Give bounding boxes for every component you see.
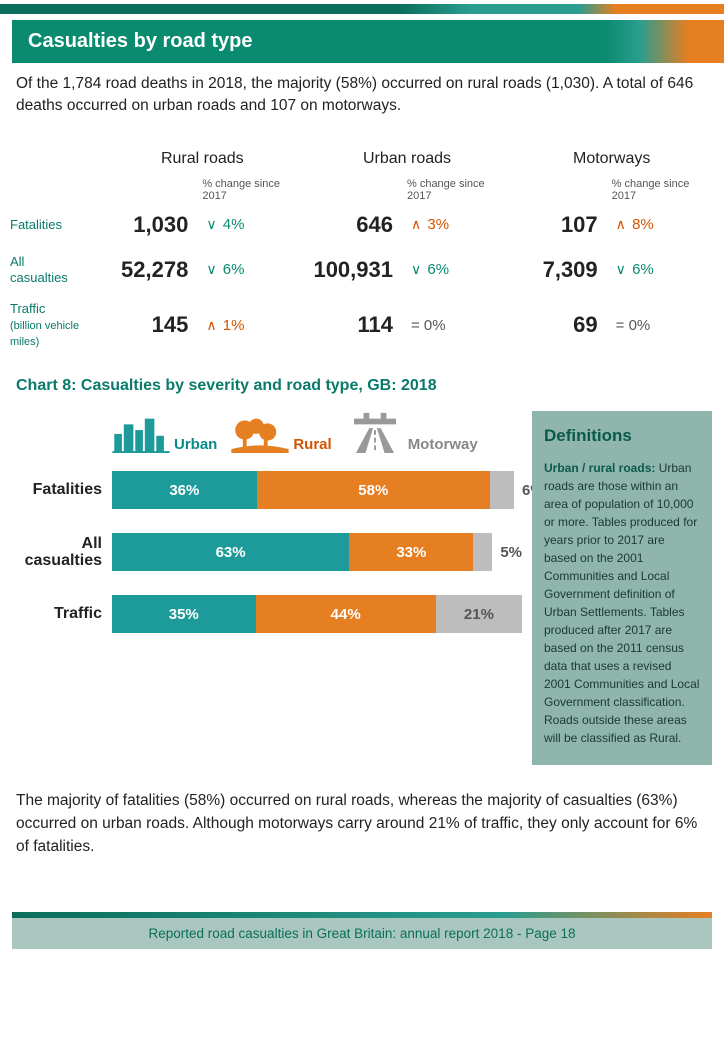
- bar-segment-motorway-label: 5%: [492, 533, 522, 571]
- row-label: Traffic(billion vehicle miles): [10, 301, 100, 349]
- table-row: Traffic(billion vehicle miles)145∧ 1%114…: [10, 301, 714, 349]
- stat-change: = 0%: [407, 317, 509, 334]
- stat-change: ∧ 8%: [612, 216, 714, 233]
- stat-value: 1,030: [100, 212, 202, 238]
- trees-icon: [231, 411, 289, 453]
- stat-value: 145: [100, 312, 202, 338]
- stacked-bar: 63%33% 5%: [112, 533, 522, 571]
- legend-rural: Rural: [231, 411, 331, 453]
- legend-urban-label: Urban: [174, 436, 217, 453]
- stat-value: 100,931: [305, 257, 407, 283]
- legend-motorway: Motorway: [346, 411, 478, 453]
- definitions-label: Urban / rural roads:: [544, 461, 655, 475]
- chart-title: Chart 8: Casualties by severity and road…: [16, 377, 708, 395]
- stat-change: ∧ 3%: [407, 216, 509, 233]
- bar-segment-motorway: 21%: [436, 595, 522, 633]
- legend-rural-label: Rural: [293, 436, 331, 453]
- stat-value: 7,309: [509, 257, 611, 283]
- row-label: Fatalities: [10, 217, 100, 233]
- summary-paragraph: The majority of fatalities (58%) occurre…: [0, 765, 724, 869]
- cell-pair: 7,309∨ 6%: [509, 257, 714, 283]
- stat-change: ∨ 6%: [407, 261, 509, 278]
- bar-segment-urban: 63%: [112, 533, 349, 571]
- stat-value: 69: [509, 312, 611, 338]
- legend-motorway-label: Motorway: [408, 436, 478, 453]
- table-row: Fatalities1,030∨ 4%646∧ 3%107∧ 8%: [10, 212, 714, 238]
- stat-value: 646: [305, 212, 407, 238]
- definitions-heading: Definitions: [544, 423, 700, 449]
- top-accent-strip: [0, 4, 724, 14]
- cell-pair: 107∧ 8%: [509, 212, 714, 238]
- stat-change: ∨ 6%: [612, 261, 714, 278]
- stat-change: = 0%: [612, 317, 714, 334]
- col-header-motorways: Motorways: [509, 150, 714, 168]
- bar-segment-rural: 58%: [257, 471, 490, 509]
- cell-pair: 1,030∨ 4%: [100, 212, 305, 238]
- definitions-box: Definitions Urban / rural roads: Urban r…: [532, 411, 712, 765]
- cell-pair: 52,278∨ 6%: [100, 257, 305, 283]
- col-header-urban: Urban roads: [305, 150, 510, 168]
- definitions-text: Urban roads are those within an area of …: [544, 461, 699, 745]
- motorway-icon: [346, 411, 404, 453]
- bar-label: Fatalities: [12, 481, 112, 499]
- legend-urban: Urban: [112, 411, 217, 453]
- bar-segment-rural: 44%: [256, 595, 436, 633]
- bar-label: Traffic: [12, 605, 112, 623]
- bar-segment-urban: 36%: [112, 471, 257, 509]
- stat-value: 52,278: [100, 257, 202, 283]
- header-accent: [604, 20, 724, 63]
- bar-segment-motorway: [490, 471, 514, 509]
- cell-pair: 646∧ 3%: [305, 212, 510, 238]
- cell-pair: 69= 0%: [509, 312, 714, 338]
- intro-paragraph: Of the 1,784 road deaths in 2018, the ma…: [0, 63, 724, 122]
- bar-row: Allcasualties63%33% 5%: [12, 533, 522, 571]
- col-header-rural: Rural roads: [100, 150, 305, 168]
- bar-segment-urban: 35%: [112, 595, 256, 633]
- section-title: Casualties by road type: [28, 30, 253, 52]
- chart-and-definitions: Urban Rural: [12, 411, 712, 765]
- page-footer: Reported road casualties in Great Britai…: [12, 918, 712, 949]
- column-headers: Rural roads Urban roads Motorways: [10, 150, 714, 168]
- bar-segment-motorway: [473, 533, 492, 571]
- city-icon: [112, 411, 170, 453]
- stat-value: 107: [509, 212, 611, 238]
- stat-value: 114: [305, 312, 407, 338]
- bar-label: Allcasualties: [12, 535, 112, 570]
- chart-legend: Urban Rural: [112, 411, 522, 453]
- stacked-bar: 36%58% 6%: [112, 471, 522, 509]
- bar-row: Fatalities36%58% 6%: [12, 471, 522, 509]
- sub-headers: .% change since 2017 .% change since 201…: [10, 178, 714, 202]
- stat-change: ∨ 6%: [202, 261, 304, 278]
- cell-pair: 100,931∨ 6%: [305, 257, 510, 283]
- stat-change: ∨ 4%: [202, 216, 304, 233]
- stat-change: ∧ 1%: [202, 317, 304, 334]
- section-header: Casualties by road type: [12, 20, 712, 63]
- cell-pair: 114= 0%: [305, 312, 510, 338]
- footer-text: Reported road casualties in Great Britai…: [148, 926, 575, 941]
- bar-segment-motorway-label: 6%: [514, 471, 522, 509]
- chart-area: Urban Rural: [12, 411, 522, 765]
- stacked-bar: 35%44%21%: [112, 595, 522, 633]
- bar-row: Traffic35%44%21%: [12, 595, 522, 633]
- row-label: Allcasualties: [10, 254, 100, 285]
- cell-pair: 145∧ 1%: [100, 312, 305, 338]
- stats-table: Rural roads Urban roads Motorways .% cha…: [10, 150, 714, 349]
- bar-segment-rural: 33%: [349, 533, 473, 571]
- table-row: Allcasualties52,278∨ 6%100,931∨ 6%7,309∨…: [10, 254, 714, 285]
